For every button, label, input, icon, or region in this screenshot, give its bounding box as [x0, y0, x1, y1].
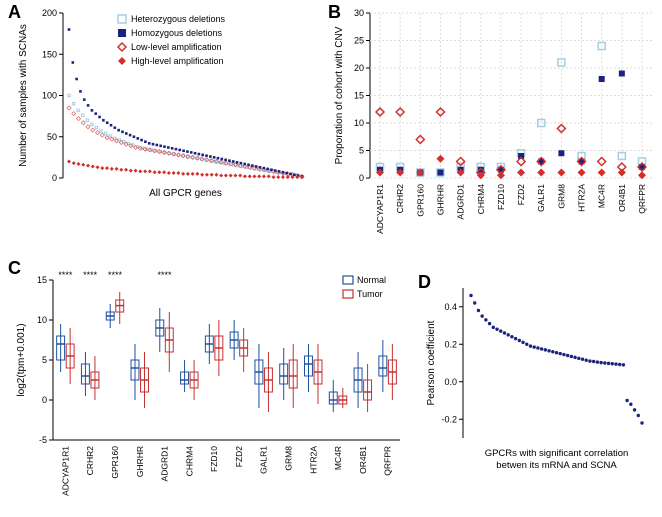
svg-text:0: 0	[52, 173, 57, 183]
svg-text:ADGRD1: ADGRD1	[160, 446, 170, 482]
svg-text:GRM8: GRM8	[283, 446, 293, 471]
svg-text:CRHR2: CRHR2	[395, 184, 405, 214]
svg-text:High-level amplification: High-level amplification	[131, 56, 224, 66]
svg-text:QRFPR: QRFPR	[383, 446, 393, 476]
svg-text:Tumor: Tumor	[357, 289, 383, 299]
svg-text:15: 15	[37, 275, 47, 285]
svg-text:HTR2A: HTR2A	[577, 184, 587, 212]
svg-text:****: ****	[108, 270, 123, 280]
svg-text:-0.2: -0.2	[441, 414, 457, 424]
svg-text:GRM8: GRM8	[556, 184, 566, 209]
svg-text:CRHR2: CRHR2	[85, 446, 95, 476]
svg-text:5: 5	[42, 355, 47, 365]
svg-text:****: ****	[83, 270, 98, 280]
svg-text:GHRHR: GHRHR	[435, 184, 445, 215]
svg-text:-5: -5	[39, 435, 47, 445]
svg-text:150: 150	[42, 49, 57, 59]
svg-text:MC4R: MC4R	[597, 184, 607, 208]
svg-text:0.2: 0.2	[444, 339, 457, 349]
svg-text:QRFPR: QRFPR	[637, 184, 647, 214]
svg-text:FZD2: FZD2	[234, 446, 244, 468]
svg-text:15: 15	[354, 91, 364, 101]
svg-text:5: 5	[359, 146, 364, 156]
svg-text:GALR1: GALR1	[259, 446, 269, 474]
svg-text:Normal: Normal	[357, 275, 386, 285]
svg-text:0: 0	[42, 395, 47, 405]
svg-text:Heterozygous deletions: Heterozygous deletions	[131, 14, 226, 24]
panel-b-chart: 0 5 10 15 20 25 30 ADCYAP1R1 CRHR2 GPR160 GHRHR ADG…	[328, 8, 658, 258]
svg-text:GPR160: GPR160	[110, 446, 120, 479]
svg-text:ADCYAP1R1: ADCYAP1R1	[60, 446, 70, 496]
svg-text:20: 20	[354, 63, 364, 73]
svg-text:Proporation of cohort with CNV: Proporation of cohort with CNV	[334, 26, 345, 164]
svg-text:25: 25	[354, 36, 364, 46]
svg-text:FZD10: FZD10	[209, 446, 219, 472]
svg-text:Number of samples with SCNAs: Number of samples with SCNAs	[18, 24, 29, 167]
svg-text:10: 10	[354, 118, 364, 128]
svg-text:Homozygous deletions: Homozygous deletions	[131, 28, 223, 38]
svg-text:100: 100	[42, 91, 57, 101]
svg-text:MC4R: MC4R	[333, 446, 343, 470]
svg-text:200: 200	[42, 8, 57, 18]
svg-text:Low-level amplification: Low-level amplification	[131, 42, 222, 52]
svg-text:ADCYAP1R1: ADCYAP1R1	[375, 184, 385, 234]
svg-text:10: 10	[37, 315, 47, 325]
svg-text:GPCRs with significant correla: GPCRs with significant correlation	[485, 448, 629, 459]
panel-d-chart: -0.2 0.0 0.2 0.4 Pearson coefficient GPCRs wi…	[418, 278, 658, 498]
svg-text:0: 0	[359, 173, 364, 183]
svg-text:****: ****	[158, 270, 173, 280]
svg-text:FZD10: FZD10	[496, 184, 506, 210]
svg-text:ADGRD1: ADGRD1	[456, 184, 466, 220]
svg-text:0.4: 0.4	[444, 302, 457, 312]
svg-text:Pearson coefficient: Pearson coefficient	[426, 320, 437, 405]
svg-text:log2(tpm+0.001): log2(tpm+0.001)	[16, 323, 27, 396]
svg-text:GPR160: GPR160	[415, 184, 425, 217]
svg-text:0.0: 0.0	[444, 377, 457, 387]
svg-text:CHRM4: CHRM4	[184, 446, 194, 476]
svg-text:OR4B1: OR4B1	[358, 446, 368, 474]
svg-text:All GPCR genes: All GPCR genes	[149, 188, 222, 199]
svg-text:50: 50	[47, 132, 57, 142]
svg-text:betwen its mRNA and SCNA: betwen its mRNA and SCNA	[496, 460, 617, 471]
svg-text:FZD2: FZD2	[516, 184, 526, 206]
svg-text:HTR2A: HTR2A	[308, 446, 318, 474]
svg-text:GALR1: GALR1	[536, 184, 546, 212]
panel-a-chart: 0 50 100 150 200 Number of samples with SCNAs…	[8, 8, 318, 218]
svg-text:OR4B1: OR4B1	[617, 184, 627, 212]
svg-text:30: 30	[354, 8, 364, 18]
panel-c-chart: -5 0 5 10 15 log2(tpm+0.001) ADCYAP1R1 **** CRHR…	[8, 265, 408, 515]
svg-text:****: ****	[58, 270, 73, 280]
svg-text:CHRM4: CHRM4	[476, 184, 486, 214]
svg-text:GHRHR: GHRHR	[135, 446, 145, 477]
